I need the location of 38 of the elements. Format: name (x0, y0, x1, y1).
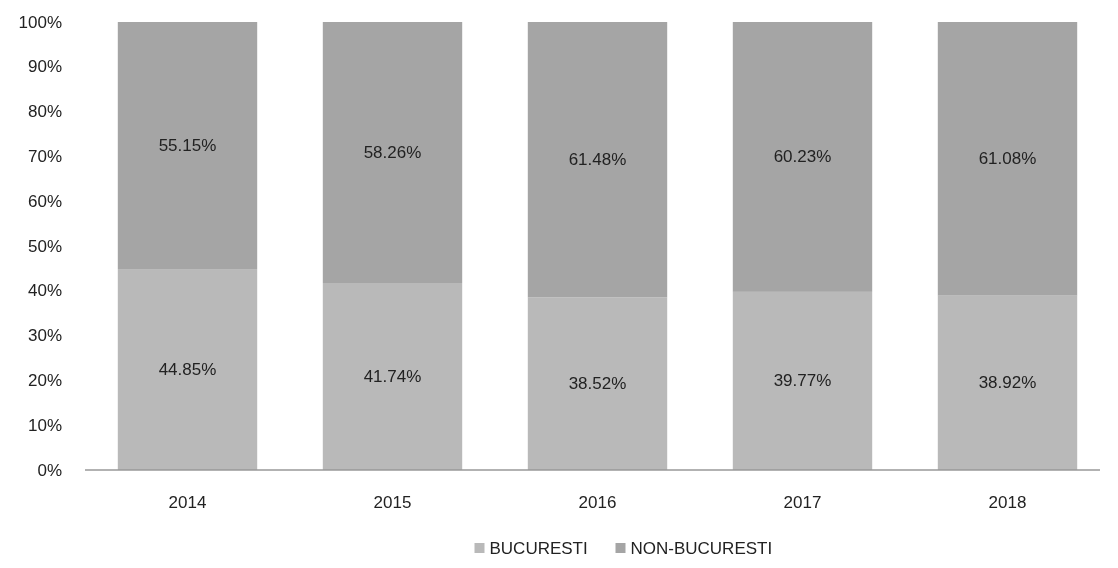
bar (732, 22, 873, 292)
bar (527, 22, 668, 298)
y-tick-label: 30% (27, 326, 62, 346)
y-tick-label: 10% (27, 415, 62, 435)
y-tick-label: 80% (27, 102, 62, 122)
y-tick-label: 100% (18, 12, 62, 32)
data-label: 44.85% (158, 360, 217, 380)
data-label: 61.08% (978, 149, 1037, 169)
x-tick-label: 2014 (168, 493, 207, 512)
data-label: 39.77% (773, 371, 832, 391)
y-tick-label: 40% (27, 281, 62, 301)
bar (937, 295, 1078, 470)
x-tick-label: 2016 (578, 493, 617, 512)
bar (117, 22, 258, 270)
bar (322, 22, 463, 284)
bar (322, 283, 463, 470)
bar (527, 297, 668, 470)
x-tick-label: 2015 (373, 493, 412, 512)
y-tick-label: 60% (27, 191, 62, 211)
y-tick-label: 90% (27, 57, 62, 77)
x-tick-label: 2018 (988, 493, 1027, 512)
y-tick-label: 20% (27, 370, 62, 390)
y-tick-label: 70% (27, 146, 62, 166)
data-label: 38.92% (978, 373, 1037, 393)
data-label: 58.26% (363, 143, 422, 162)
bar (732, 291, 873, 470)
bar (117, 269, 258, 470)
bar (937, 22, 1078, 296)
data-label: 55.15% (158, 136, 217, 156)
data-label: 61.48% (568, 150, 627, 170)
legend-label: NON-BUCURESTI (630, 538, 773, 558)
y-tick-label: 50% (27, 236, 62, 256)
y-tick-label: 0% (37, 460, 62, 480)
legend-label: BUCURESTI (489, 538, 588, 558)
data-label: 38.52% (568, 374, 627, 394)
x-tick-label: 2017 (783, 493, 822, 512)
data-label: 60.23% (773, 147, 832, 167)
data-label: 41.74% (363, 367, 422, 386)
